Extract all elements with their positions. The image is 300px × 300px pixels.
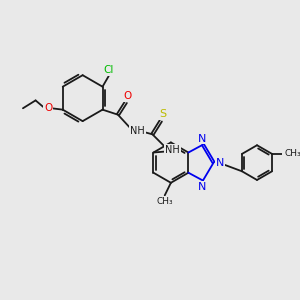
Text: O: O: [124, 91, 132, 101]
Text: NH: NH: [165, 145, 180, 155]
Text: CH₃: CH₃: [156, 197, 173, 206]
Text: N: N: [198, 134, 207, 143]
Text: N: N: [216, 158, 224, 168]
Text: N: N: [198, 182, 207, 192]
Text: O: O: [44, 103, 52, 113]
Text: NH: NH: [130, 126, 145, 136]
Text: S: S: [159, 109, 166, 119]
Text: CH₃: CH₃: [285, 149, 300, 158]
Text: Cl: Cl: [103, 65, 114, 75]
